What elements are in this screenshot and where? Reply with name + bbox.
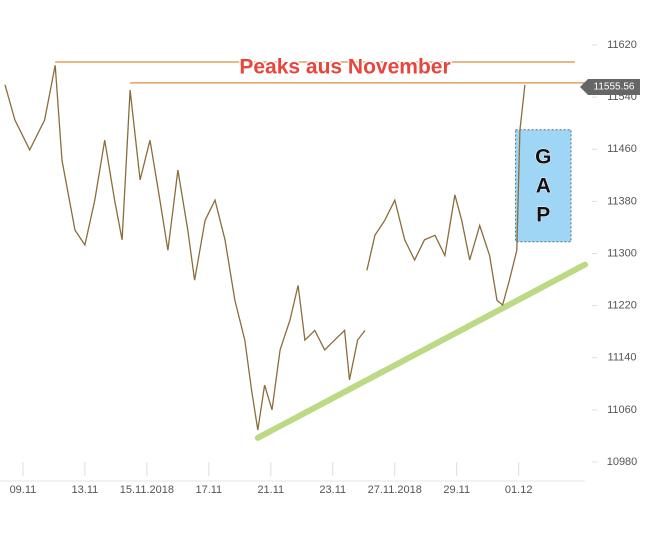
x-tick-label: 27.11.2018 — [368, 484, 422, 496]
trend-line — [254, 261, 588, 441]
x-tick-label: 09.11 — [10, 484, 37, 496]
x-tick-label: 17.11 — [195, 484, 222, 496]
gap-box — [515, 129, 572, 243]
x-tick-label: 21.11 — [257, 484, 284, 496]
x-tick-label: 23.11 — [319, 484, 346, 496]
y-tick-label: 11220 — [607, 300, 637, 312]
x-tick-label: 29.11 — [443, 484, 470, 496]
x-tick-label: 15.11.2018 — [120, 484, 174, 496]
gap-letter: P — [536, 203, 550, 226]
gap-letter: A — [536, 174, 551, 197]
y-tick-label: 11620 — [607, 39, 637, 51]
y-tick-label: 11140 — [608, 352, 637, 364]
y-tick-label: 11380 — [607, 195, 637, 207]
y-tick-label: 11300 — [607, 247, 637, 259]
y-tick-label: 11460 — [607, 143, 637, 155]
price-line — [4, 65, 526, 431]
x-tick-label: 13.11 — [72, 484, 99, 496]
price-tag-label: 11555.56 — [594, 82, 635, 93]
y-tick-label: 11060 — [607, 404, 637, 416]
x-tick-label: 01.12 — [505, 484, 533, 496]
gap-letter: G — [535, 145, 551, 168]
y-tick-label: 10980 — [607, 456, 638, 468]
price-tag — [580, 79, 640, 96]
chart-title: Peaks aus November — [239, 56, 450, 79]
